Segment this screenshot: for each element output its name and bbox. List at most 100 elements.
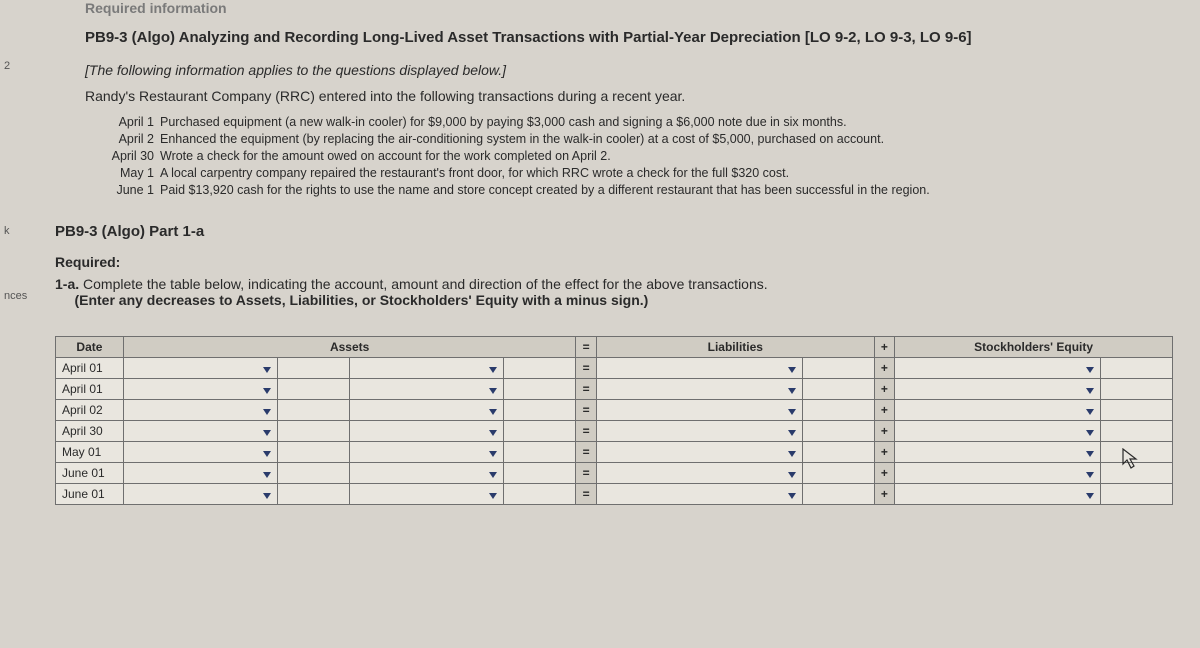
asset-amount-input[interactable] <box>504 357 576 378</box>
transaction-row: May 1A local carpentry company repaired … <box>110 165 1160 182</box>
left-sidebar-fragments: 2knces <box>0 0 30 648</box>
asset-account-select[interactable] <box>350 378 504 399</box>
date-cell: May 01 <box>56 441 124 462</box>
asset-amount-input[interactable] <box>504 378 576 399</box>
transaction-row: June 1Paid $13,920 cash for the rights t… <box>110 182 1160 199</box>
equity-amount-input[interactable] <box>1100 378 1172 399</box>
asset-account-select[interactable] <box>123 378 277 399</box>
chevron-down-icon <box>489 451 497 457</box>
transaction-row: April 2Enhanced the equipment (by replac… <box>110 131 1160 148</box>
equals-cell: = <box>576 441 597 462</box>
liability-account-select[interactable] <box>596 420 802 441</box>
liability-amount-input[interactable] <box>802 357 874 378</box>
transaction-date: May 1 <box>110 165 160 182</box>
equity-amount-input[interactable] <box>1100 420 1172 441</box>
asset-account-select[interactable] <box>350 399 504 420</box>
liability-account-select[interactable] <box>596 483 802 504</box>
equity-account-select[interactable] <box>895 357 1101 378</box>
transaction-date: April 2 <box>110 131 160 148</box>
header-equals: = <box>576 336 597 357</box>
liability-amount-input[interactable] <box>802 420 874 441</box>
transaction-text: A local carpentry company repaired the r… <box>160 165 1160 182</box>
table-row: April 02=+ <box>56 399 1173 420</box>
equals-cell: = <box>576 420 597 441</box>
asset-account-select[interactable] <box>123 357 277 378</box>
asset-account-select[interactable] <box>123 399 277 420</box>
equity-account-select[interactable] <box>895 483 1101 504</box>
equity-amount-input[interactable] <box>1100 483 1172 504</box>
asset-account-select[interactable] <box>350 441 504 462</box>
plus-cell: + <box>874 441 895 462</box>
equity-amount-input[interactable] <box>1100 399 1172 420</box>
accounting-equation-table: Date Assets = Liabilities + Stockholders… <box>55 336 1173 505</box>
asset-account-select[interactable] <box>123 441 277 462</box>
asset-amount-input[interactable] <box>278 420 350 441</box>
table-header-row: Date Assets = Liabilities + Stockholders… <box>56 336 1173 357</box>
chevron-down-icon <box>263 367 271 373</box>
asset-amount-input[interactable] <box>504 462 576 483</box>
asset-account-select[interactable] <box>123 462 277 483</box>
header-date: Date <box>56 336 124 357</box>
asset-amount-input[interactable] <box>504 441 576 462</box>
chevron-down-icon <box>788 409 796 415</box>
liability-account-select[interactable] <box>596 378 802 399</box>
transaction-row: April 1Purchased equipment (a new walk-i… <box>110 114 1160 131</box>
asset-amount-input[interactable] <box>504 420 576 441</box>
liability-amount-input[interactable] <box>802 483 874 504</box>
asset-account-select[interactable] <box>350 483 504 504</box>
liability-amount-input[interactable] <box>802 462 874 483</box>
task-text: Complete the table below, indicating the… <box>83 276 768 292</box>
liability-account-select[interactable] <box>596 399 802 420</box>
asset-account-select[interactable] <box>350 420 504 441</box>
asset-amount-input[interactable] <box>278 441 350 462</box>
chevron-down-icon <box>1086 451 1094 457</box>
asset-account-select[interactable] <box>123 483 277 504</box>
asset-account-select[interactable] <box>350 462 504 483</box>
plus-cell: + <box>874 420 895 441</box>
equity-account-select[interactable] <box>895 378 1101 399</box>
table-row: April 01=+ <box>56 378 1173 399</box>
equity-account-select[interactable] <box>895 399 1101 420</box>
equity-account-select[interactable] <box>895 462 1101 483</box>
transaction-text: Enhanced the equipment (by replacing the… <box>160 131 1160 148</box>
asset-amount-input[interactable] <box>278 378 350 399</box>
liability-amount-input[interactable] <box>802 399 874 420</box>
transaction-text: Wrote a check for the amount owed on acc… <box>160 148 1160 165</box>
date-cell: April 01 <box>56 378 124 399</box>
plus-cell: + <box>874 483 895 504</box>
asset-account-select[interactable] <box>350 357 504 378</box>
equity-amount-input[interactable] <box>1100 462 1172 483</box>
table-row: June 01=+ <box>56 483 1173 504</box>
chevron-down-icon <box>263 472 271 478</box>
plus-cell: + <box>874 378 895 399</box>
equity-amount-input[interactable] <box>1100 357 1172 378</box>
asset-amount-input[interactable] <box>504 483 576 504</box>
table-row: May 01 = + <box>56 441 1173 462</box>
asset-account-select[interactable] <box>123 420 277 441</box>
asset-amount-input[interactable] <box>278 462 350 483</box>
liability-account-select[interactable] <box>596 462 802 483</box>
equity-account-select[interactable] <box>895 441 1101 462</box>
liability-amount-input[interactable] <box>802 378 874 399</box>
equals-cell: = <box>576 357 597 378</box>
asset-amount-input[interactable] <box>278 399 350 420</box>
equity-account-select[interactable] <box>895 420 1101 441</box>
liability-account-select[interactable] <box>596 357 802 378</box>
chevron-down-icon <box>788 472 796 478</box>
asset-amount-input[interactable] <box>278 357 350 378</box>
chevron-down-icon <box>1086 409 1094 415</box>
header-liabilities: Liabilities <box>596 336 874 357</box>
equity-amount-input[interactable] <box>1100 441 1172 462</box>
equals-cell: = <box>576 399 597 420</box>
liability-account-select[interactable] <box>596 441 802 462</box>
chevron-down-icon <box>788 367 796 373</box>
asset-amount-input[interactable] <box>278 483 350 504</box>
transactions-list: April 1Purchased equipment (a new walk-i… <box>110 114 1160 198</box>
asset-amount-input[interactable] <box>504 399 576 420</box>
date-cell: June 01 <box>56 483 124 504</box>
transaction-date: April 1 <box>110 114 160 131</box>
chevron-down-icon <box>489 388 497 394</box>
chevron-down-icon <box>1086 388 1094 394</box>
task-number: 1-a. <box>55 276 79 292</box>
liability-amount-input[interactable] <box>802 441 874 462</box>
